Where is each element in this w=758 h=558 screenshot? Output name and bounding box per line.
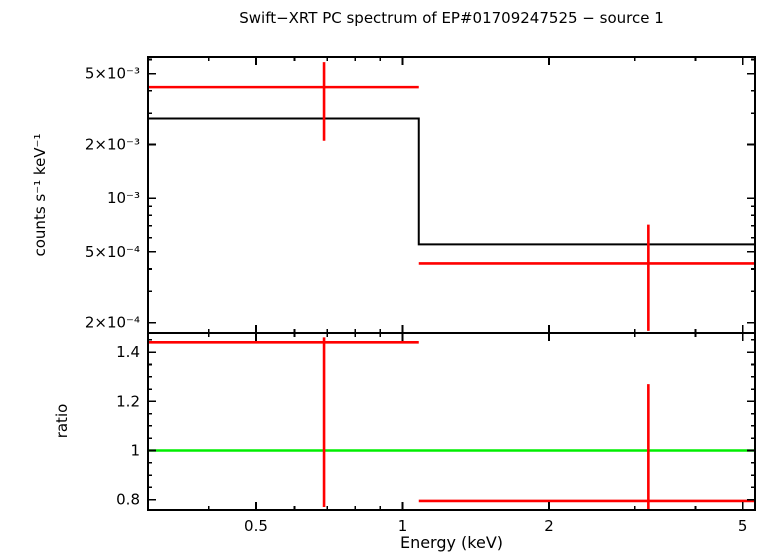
panel-data-ratio bbox=[148, 337, 755, 510]
model-line bbox=[148, 117, 755, 246]
y-tick-label: 5×10⁻⁴ bbox=[85, 243, 140, 261]
x-tick-label: 5 bbox=[738, 517, 748, 535]
y-tick-label: 0.8 bbox=[116, 491, 140, 509]
plot-title: Swift−XRT PC spectrum of EP#01709247525 … bbox=[239, 9, 664, 27]
panel-frame bbox=[147, 56, 756, 334]
y-tick-label: 10⁻³ bbox=[107, 189, 140, 207]
y-tick-label: 5×10⁻³ bbox=[85, 65, 140, 83]
x-tick-label: 1 bbox=[398, 517, 408, 535]
x-axis-label: Energy (keV) bbox=[399, 533, 504, 552]
y-tick-label: 2×10⁻³ bbox=[85, 136, 140, 154]
panel-data-spectrum bbox=[148, 62, 755, 331]
y-tick-label: 1.2 bbox=[116, 392, 140, 410]
y-tick-label: 1.4 bbox=[116, 343, 140, 361]
x-tick-label: 2 bbox=[544, 517, 554, 535]
y-tick-label: 2×10⁻⁴ bbox=[85, 314, 140, 332]
x-tick-label: 0.5 bbox=[244, 517, 268, 535]
y-tick-label: 1 bbox=[130, 442, 140, 460]
panel-frame bbox=[147, 332, 756, 511]
panel-axes-spectrum bbox=[147, 56, 756, 334]
panel-axes-ratio bbox=[147, 332, 756, 511]
